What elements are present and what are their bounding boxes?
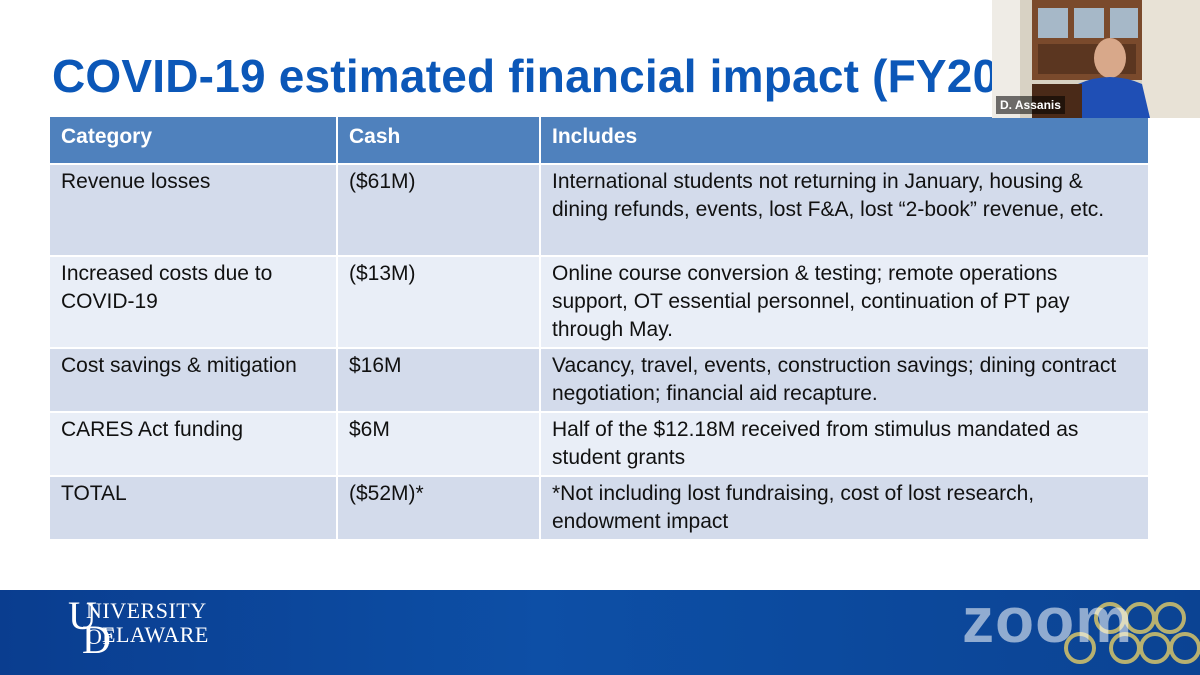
logo-line-delaware: ELAWARE [102, 622, 209, 647]
cash-cell: ($52M)* [337, 475, 541, 539]
footer-pattern-decoration [1064, 602, 1200, 664]
logo-letter-d: D [82, 617, 111, 662]
cash-cell: $16M [337, 347, 541, 412]
includes-cell: Half of the $12.18M received from stimul… [540, 411, 1148, 476]
table-row: Increased costs due to COVID-19 ($13M) O… [50, 255, 1148, 348]
category-cell: Cost savings & mitigation [50, 347, 338, 412]
category-cell: TOTAL [50, 475, 338, 539]
table-row: Cost savings & mitigation $16M Vacancy, … [50, 347, 1148, 412]
category-cell: Revenue losses [50, 163, 338, 256]
includes-cell: Online course conversion & testing; remo… [540, 255, 1148, 348]
slide-footer-band [0, 590, 1200, 675]
zoom-watermark: zoom [962, 584, 1134, 656]
category-cell: CARES Act funding [50, 411, 338, 476]
logo-line-university: NIVERSITY OF [86, 598, 206, 649]
table-row: CARES Act funding $6M Half of the $12.18… [50, 411, 1148, 476]
includes-cell: *Not including lost fundraising, cost of… [540, 475, 1148, 539]
header-category: Category [50, 117, 338, 164]
cash-cell: ($61M) [337, 163, 541, 256]
cash-cell: ($13M) [337, 255, 541, 348]
participant-name-label: D. Assanis [996, 96, 1065, 114]
financial-impact-table: Category Cash Includes Revenue losses ($… [50, 117, 1148, 539]
header-includes: Includes [540, 117, 1148, 164]
table-row: Revenue losses ($61M) International stud… [50, 163, 1148, 256]
university-logo: U NIVERSITY OF D ELAWARE [68, 593, 228, 664]
cash-cell: $6M [337, 411, 541, 476]
logo-letter-u: U [68, 593, 97, 638]
category-cell: Increased costs due to COVID-19 [50, 255, 338, 348]
slide-title: COVID-19 estimated financial impact (FY2… [52, 50, 992, 102]
includes-cell: International students not returning in … [540, 163, 1148, 256]
table-row: TOTAL ($52M)* *Not including lost fundra… [50, 475, 1148, 539]
header-cash: Cash [337, 117, 541, 164]
includes-cell: Vacancy, travel, events, construction sa… [540, 347, 1148, 412]
table-header-row: Category Cash Includes [50, 117, 1148, 164]
